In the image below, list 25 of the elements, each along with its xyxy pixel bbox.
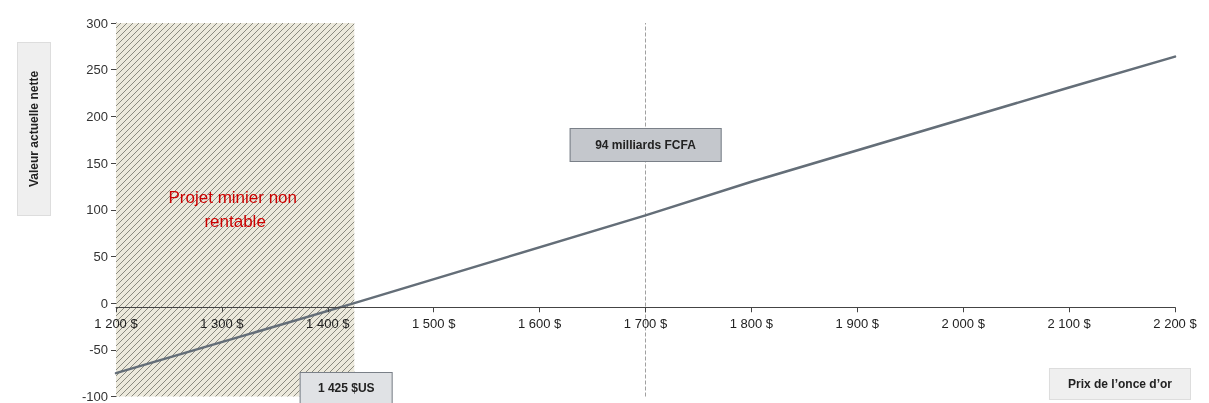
x-tick-label: 2 100 $ [1047, 316, 1092, 332]
x-axis-title: Prix de l’once d’or [1067, 377, 1173, 391]
y-tick-label: 0 [100, 295, 108, 311]
x-tick-label: 1 900 $ [835, 316, 880, 332]
y-tick-label: -100 [81, 389, 108, 403]
x-tick-label: 1 400 $ [306, 316, 351, 332]
x-tick-label: 2 200 $ [1153, 316, 1198, 332]
band-label: Projet minier non rentable [168, 188, 302, 232]
y-tick-label: 250 [86, 62, 108, 78]
x-tick-label: 1 200 $ [94, 316, 139, 332]
y-tick-label: 50 [93, 248, 108, 264]
x-tick-label: 1 600 $ [517, 316, 563, 332]
x-tick-label: 1 500 $ [412, 316, 457, 332]
y-tick-label: 300 [86, 15, 108, 31]
y-tick-label: 150 [86, 155, 108, 171]
callout-box: 94 milliards FCFA [569, 128, 722, 162]
y-tick-label: -50 [89, 342, 108, 358]
x-tick-label: 1 800 $ [729, 316, 774, 332]
y-tick-label: 100 [86, 202, 108, 218]
x-tick-label: 1 300 $ [200, 316, 245, 332]
x-tick-label: 2 000 $ [941, 316, 986, 332]
callout-box: 1 425 $US [299, 372, 393, 403]
y-tick-label: 200 [86, 108, 108, 124]
y-axis-title: Valeur actuelle nette [27, 70, 41, 187]
x-tick-label: 1 700 $ [623, 316, 668, 332]
